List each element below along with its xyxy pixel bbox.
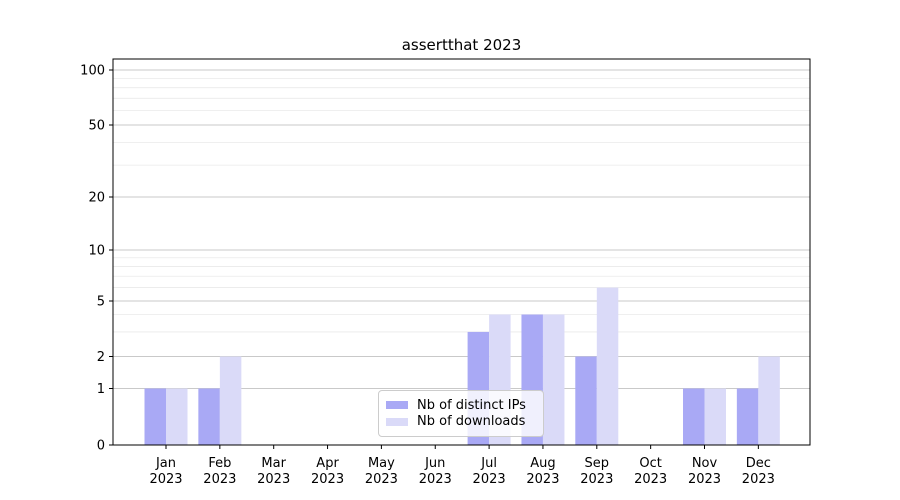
legend-swatch-downloads xyxy=(386,417,408,426)
x-tick-label-month-dec: Dec xyxy=(746,456,771,471)
x-tick-label-month-sep: Sep xyxy=(585,456,610,471)
bar-ips-feb xyxy=(198,388,220,445)
x-tick-label-month-may: May xyxy=(368,456,395,471)
bar-downloads-sep xyxy=(596,287,619,445)
y-tick-label-50: 50 xyxy=(88,119,105,134)
x-tick-label-month-nov: Nov xyxy=(692,456,718,471)
bar-ips-jan xyxy=(144,388,166,445)
y-tick-label-2: 2 xyxy=(97,350,105,365)
x-tick-label-year-sep: 2023 xyxy=(580,472,613,487)
x-tick-label-year-jan: 2023 xyxy=(149,472,182,487)
x-tick-label-year-jun: 2023 xyxy=(419,472,452,487)
y-tick-label-1: 1 xyxy=(97,382,105,397)
x-tick-label-year-may: 2023 xyxy=(365,472,398,487)
x-tick-label-year-jul: 2023 xyxy=(473,472,506,487)
x-tick-label-month-apr: Apr xyxy=(316,456,339,471)
x-tick-label-year-feb: 2023 xyxy=(203,472,236,487)
legend-item-distinct-ips: Nb of distinct IPs xyxy=(386,398,535,413)
plot-border xyxy=(112,58,811,446)
y-tick-label-20: 20 xyxy=(88,191,105,206)
legend-box: Nb of distinct IPs Nb of downloads xyxy=(378,390,544,437)
y-tick-label-0: 0 xyxy=(97,439,105,454)
x-tick-label-month-jun: Jun xyxy=(424,456,445,471)
x-tick-label-month-feb: Feb xyxy=(208,456,231,471)
x-tick-label-year-aug: 2023 xyxy=(526,472,559,487)
x-tick-label-year-mar: 2023 xyxy=(257,472,290,487)
bar-downloads-nov xyxy=(704,388,726,445)
bar-downloads-aug xyxy=(542,314,565,445)
y-tick-label-5: 5 xyxy=(97,295,105,310)
legend-label-distinct-ips: Nb of distinct IPs xyxy=(417,397,526,413)
x-tick-label-month-oct: Oct xyxy=(639,456,661,471)
bar-ips-sep xyxy=(575,356,597,445)
bar-downloads-feb xyxy=(219,356,242,445)
legend-label-downloads: Nb of downloads xyxy=(417,414,526,430)
bar-ips-dec xyxy=(736,388,759,445)
y-tick-label-10: 10 xyxy=(88,244,105,259)
x-tick-label-month-aug: Aug xyxy=(530,456,555,471)
bar-ips-nov xyxy=(683,388,705,445)
bar-downloads-jan xyxy=(166,388,188,445)
x-tick-label-month-jul: Jul xyxy=(480,456,497,471)
x-tick-label-year-dec: 2023 xyxy=(742,472,775,487)
bar-downloads-dec xyxy=(758,356,780,445)
y-tick-label-100: 100 xyxy=(80,64,105,79)
legend-item-downloads: Nb of downloads xyxy=(386,414,535,429)
legend-swatch-distinct-ips xyxy=(386,401,408,410)
x-tick-label-year-apr: 2023 xyxy=(311,472,344,487)
x-tick-label-month-mar: Mar xyxy=(261,456,286,471)
x-tick-label-year-nov: 2023 xyxy=(688,472,721,487)
x-tick-label-year-oct: 2023 xyxy=(634,472,667,487)
x-tick-label-month-jan: Jan xyxy=(155,456,176,471)
chart-title: assertthat 2023 xyxy=(401,36,522,54)
